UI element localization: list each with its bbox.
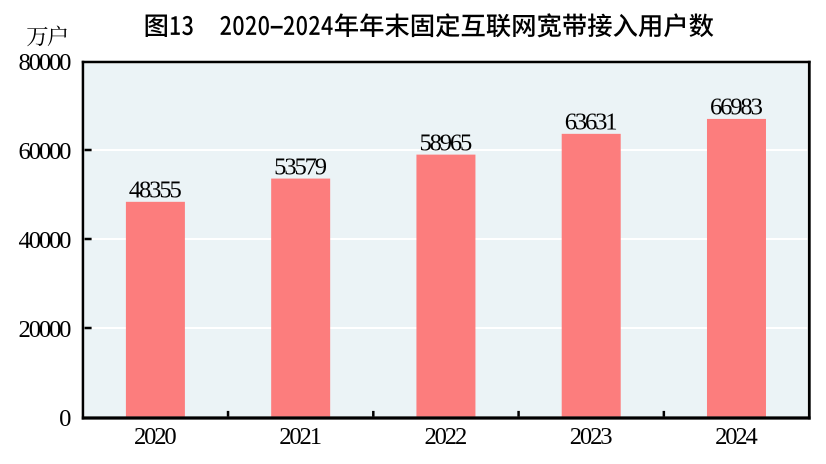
svg-text:2021: 2021: [279, 423, 320, 450]
svg-text:58965: 58965: [419, 129, 472, 156]
svg-text:60000: 60000: [19, 138, 72, 165]
svg-text:53579: 53579: [274, 153, 327, 180]
svg-text:2023: 2023: [570, 423, 612, 450]
svg-text:2020: 2020: [134, 423, 176, 450]
svg-text:0: 0: [59, 405, 71, 432]
svg-text:20000: 20000: [19, 316, 72, 343]
svg-text:2024: 2024: [715, 423, 757, 450]
svg-text:66983: 66983: [710, 94, 763, 121]
svg-text:2022: 2022: [425, 423, 466, 450]
svg-text:48355: 48355: [129, 177, 182, 204]
svg-text:80000: 80000: [19, 49, 72, 76]
svg-text:63631: 63631: [565, 109, 617, 136]
svg-text:40000: 40000: [19, 227, 72, 254]
